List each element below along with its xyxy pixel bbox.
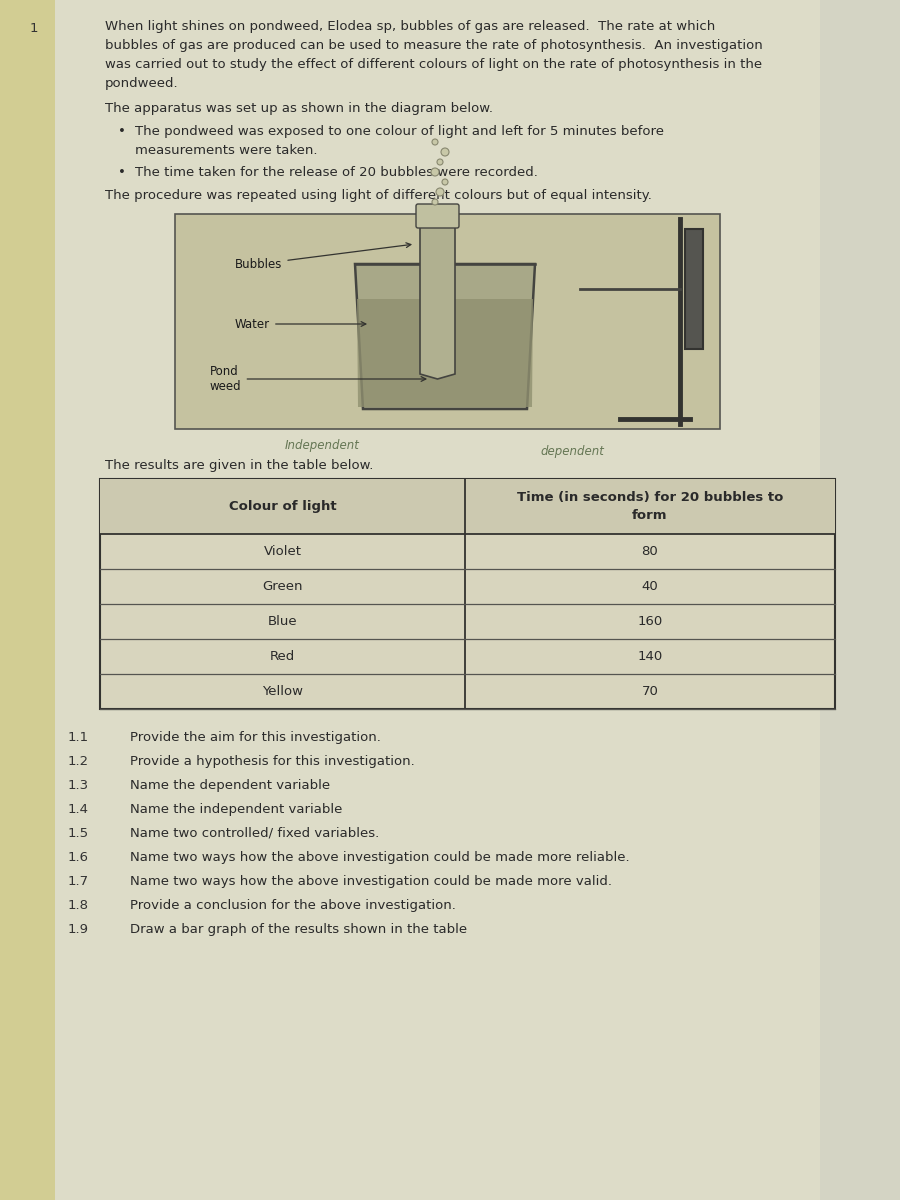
Text: •: •: [118, 166, 126, 179]
Text: Time (in seconds) for 20 bubbles to: Time (in seconds) for 20 bubbles to: [517, 491, 783, 504]
Text: The procedure was repeated using light of different colours but of equal intensi: The procedure was repeated using light o…: [105, 188, 652, 202]
Polygon shape: [355, 264, 535, 409]
Text: The results are given in the table below.: The results are given in the table below…: [105, 458, 374, 472]
Text: Green: Green: [262, 580, 302, 593]
Text: dependent: dependent: [540, 445, 604, 458]
Text: 140: 140: [637, 650, 662, 662]
Text: 1.9: 1.9: [68, 923, 89, 936]
FancyBboxPatch shape: [685, 229, 703, 349]
Text: Name the dependent variable: Name the dependent variable: [130, 779, 330, 792]
Text: 1.1: 1.1: [68, 731, 89, 744]
Circle shape: [437, 158, 443, 164]
FancyBboxPatch shape: [100, 479, 835, 709]
FancyBboxPatch shape: [416, 204, 459, 228]
Circle shape: [436, 188, 444, 196]
Text: The pondweed was exposed to one colour of light and left for 5 minutes before: The pondweed was exposed to one colour o…: [135, 125, 664, 138]
Text: Colour of light: Colour of light: [229, 500, 337, 514]
Text: Yellow: Yellow: [262, 685, 303, 698]
Text: 40: 40: [642, 580, 659, 593]
Text: Name two ways how the above investigation could be made more reliable.: Name two ways how the above investigatio…: [130, 851, 630, 864]
Text: pondweed.: pondweed.: [105, 77, 178, 90]
Text: 160: 160: [637, 614, 662, 628]
Text: Provide the aim for this investigation.: Provide the aim for this investigation.: [130, 731, 381, 744]
Text: 1: 1: [30, 22, 39, 35]
Text: 1.3: 1.3: [68, 779, 89, 792]
Text: •: •: [118, 125, 126, 138]
Text: Name the independent variable: Name the independent variable: [130, 803, 342, 816]
Text: 1.5: 1.5: [68, 827, 89, 840]
Text: Blue: Blue: [267, 614, 297, 628]
FancyBboxPatch shape: [100, 479, 835, 534]
Text: Draw a bar graph of the results shown in the table: Draw a bar graph of the results shown in…: [130, 923, 467, 936]
Text: Provide a conclusion for the above investigation.: Provide a conclusion for the above inves…: [130, 899, 456, 912]
Text: Name two ways how the above investigation could be made more valid.: Name two ways how the above investigatio…: [130, 875, 612, 888]
Circle shape: [442, 179, 448, 185]
Text: 1.6: 1.6: [68, 851, 89, 864]
Text: Violet: Violet: [264, 545, 302, 558]
Text: Water: Water: [235, 318, 365, 330]
Text: When light shines on pondweed, Elodea sp, bubbles of gas are released.  The rate: When light shines on pondweed, Elodea sp…: [105, 20, 716, 32]
FancyBboxPatch shape: [0, 0, 55, 1200]
Text: 80: 80: [642, 545, 659, 558]
Polygon shape: [357, 299, 533, 407]
Text: 70: 70: [642, 685, 659, 698]
Text: form: form: [632, 509, 668, 522]
Text: Bubbles: Bubbles: [235, 242, 411, 270]
Text: The apparatus was set up as shown in the diagram below.: The apparatus was set up as shown in the…: [105, 102, 493, 115]
Text: Independent: Independent: [285, 439, 360, 452]
Text: measurements were taken.: measurements were taken.: [135, 144, 318, 157]
Text: Pond
weed: Pond weed: [210, 365, 426, 392]
Text: Red: Red: [270, 650, 295, 662]
Text: Provide a hypothesis for this investigation.: Provide a hypothesis for this investigat…: [130, 755, 415, 768]
Circle shape: [432, 139, 438, 145]
Text: 1.2: 1.2: [68, 755, 89, 768]
Text: 1.4: 1.4: [68, 803, 89, 816]
Circle shape: [432, 199, 438, 205]
Text: was carried out to study the effect of different colours of light on the rate of: was carried out to study the effect of d…: [105, 58, 762, 71]
Text: 1.7: 1.7: [68, 875, 89, 888]
Polygon shape: [420, 224, 455, 379]
Text: The time taken for the release of 20 bubbles were recorded.: The time taken for the release of 20 bub…: [135, 166, 538, 179]
Text: 1.8: 1.8: [68, 899, 89, 912]
Circle shape: [441, 148, 449, 156]
Text: Name two controlled/ fixed variables.: Name two controlled/ fixed variables.: [130, 827, 379, 840]
Text: bubbles of gas are produced can be used to measure the rate of photosynthesis.  : bubbles of gas are produced can be used …: [105, 38, 763, 52]
FancyBboxPatch shape: [175, 214, 720, 428]
FancyBboxPatch shape: [820, 0, 900, 1200]
Circle shape: [431, 168, 439, 176]
